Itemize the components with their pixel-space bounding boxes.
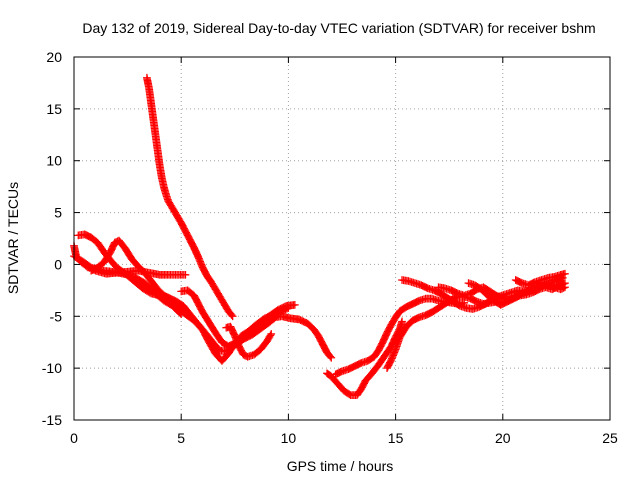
y-tick-label: 5	[54, 205, 62, 221]
data-point	[239, 335, 248, 343]
x-tick-label: 15	[388, 430, 404, 446]
data-point	[267, 330, 276, 338]
x-tick-labels: 0 5 10 15 20 25	[70, 430, 618, 446]
data-point	[243, 333, 252, 341]
data-series-track-6	[177, 286, 336, 362]
data-point	[270, 314, 279, 323]
y-tick-label: -10	[42, 360, 62, 376]
data-point	[398, 317, 406, 326]
data-series-track-9	[331, 294, 469, 379]
data-point	[242, 333, 251, 342]
data-points	[70, 73, 569, 399]
data-point	[273, 306, 282, 314]
data-point	[276, 304, 285, 313]
data-point	[327, 353, 336, 362]
data-point	[290, 301, 299, 309]
y-tick-label: -5	[50, 308, 63, 324]
data-point	[240, 351, 249, 360]
data-point	[299, 317, 308, 326]
data-point	[228, 312, 237, 321]
data-series-track-5	[143, 73, 237, 321]
chart-title: Day 132 of 2019, Sidereal Day-to-day VTE…	[82, 20, 595, 36]
data-point	[298, 316, 306, 325]
y-tick-label: 15	[46, 101, 62, 117]
data-point	[280, 302, 289, 311]
data-point	[386, 357, 395, 366]
data-point	[245, 332, 253, 341]
x-tick-label: 10	[281, 430, 297, 446]
x-tick-label: 0	[70, 430, 78, 446]
data-point	[345, 390, 354, 399]
data-point	[145, 288, 154, 297]
data-point	[326, 352, 335, 361]
data-point	[300, 318, 309, 327]
data-point	[278, 304, 286, 312]
data-point	[295, 315, 303, 324]
y-tick-label: -15	[42, 412, 62, 428]
y-tick-label: 10	[46, 153, 62, 169]
data-point	[275, 305, 283, 314]
data-point	[296, 316, 305, 324]
x-axis-label: GPS time / hours	[287, 458, 394, 474]
y-tick-label: 0	[54, 256, 62, 272]
y-tick-labels: -15 -10 -5 0 5 10 15 20	[42, 49, 62, 428]
data-point	[279, 303, 288, 312]
data-point	[454, 301, 463, 309]
x-tick-label: 20	[495, 430, 511, 446]
data-point	[181, 270, 190, 279]
data-series-track-2	[70, 252, 186, 319]
data-point	[240, 334, 249, 343]
x-tick-label: 25	[602, 430, 618, 446]
data-series-track-14	[511, 269, 569, 290]
data-series-track-8	[323, 317, 406, 399]
y-tick-label: 20	[46, 49, 62, 65]
axis-ticks	[73, 56, 611, 421]
y-axis-label: SDTVAR / TECUs	[5, 182, 21, 294]
data-point	[561, 279, 569, 287]
plot-frame	[73, 56, 611, 421]
x-tick-label: 5	[177, 430, 185, 446]
data-point	[266, 331, 275, 340]
data-point	[110, 238, 119, 247]
data-point	[239, 350, 248, 359]
data-point	[227, 311, 236, 319]
data-series-track-13	[464, 279, 569, 309]
data-point	[561, 269, 569, 278]
data-series-track-7	[222, 322, 276, 361]
